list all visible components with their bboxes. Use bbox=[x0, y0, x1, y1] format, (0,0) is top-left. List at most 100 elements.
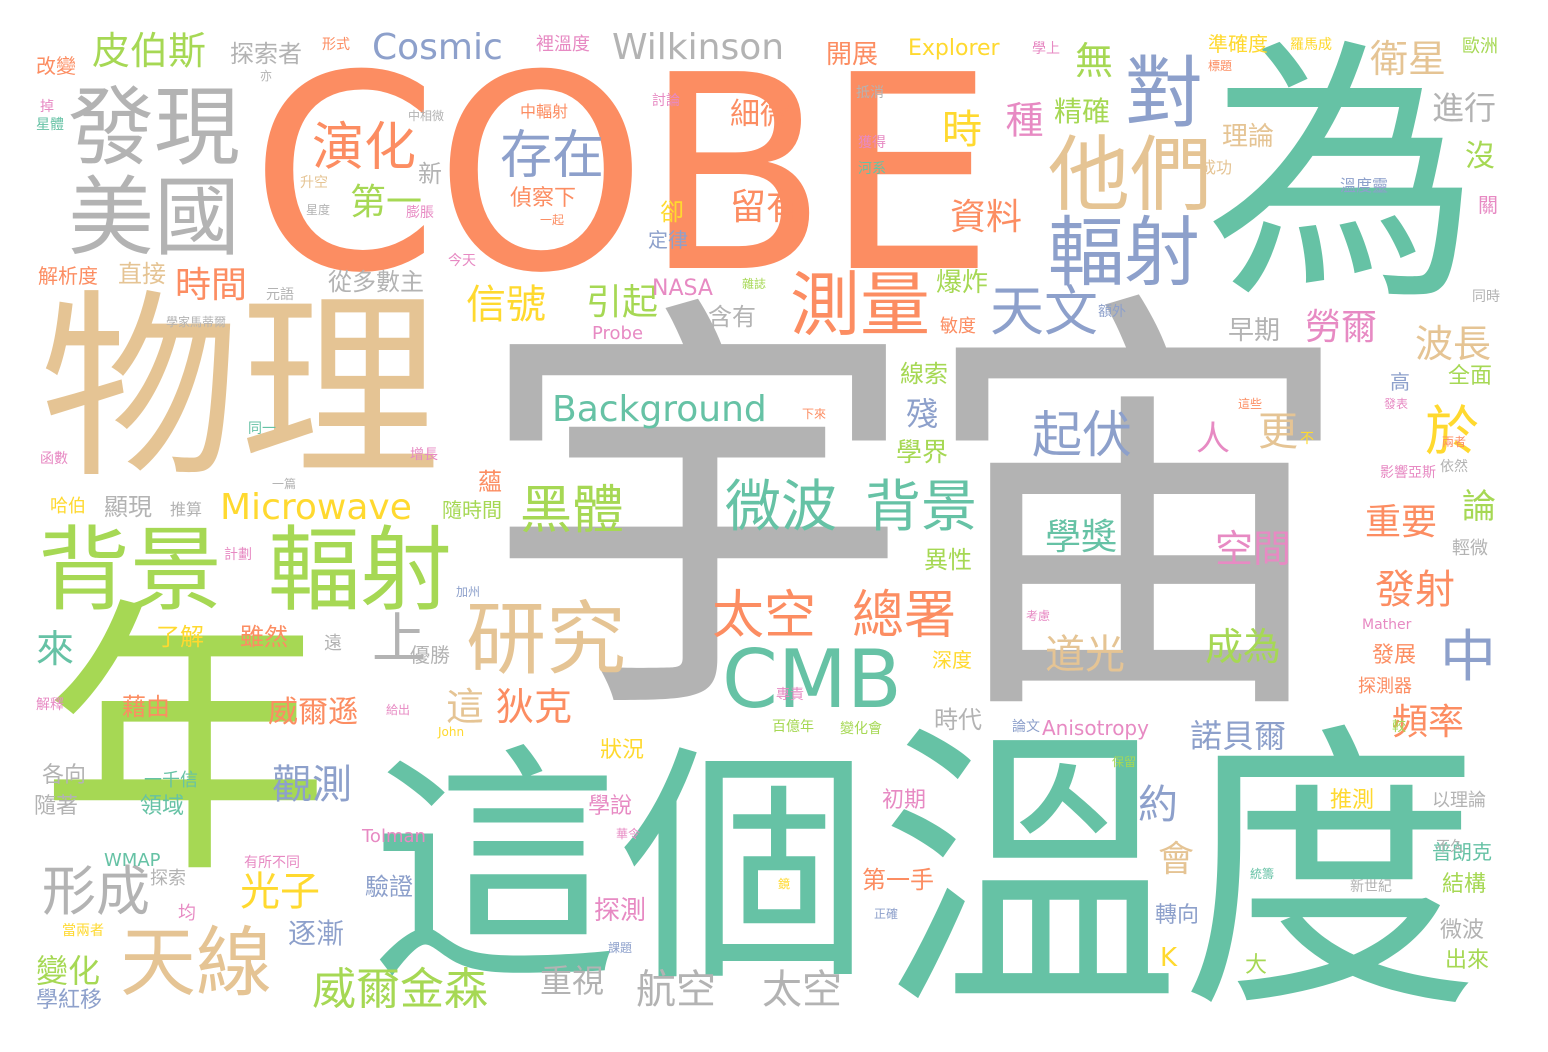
word-cloud-word: 隨時間 bbox=[442, 498, 502, 522]
word-cloud-word: 研究 bbox=[466, 593, 626, 686]
word-cloud-word: 這個 bbox=[370, 724, 870, 1015]
word-cloud-word: 羅馬成 bbox=[1290, 37, 1332, 53]
word-cloud-word: 以理論 bbox=[1432, 790, 1486, 811]
word-cloud-word: 影響亞斯 bbox=[1380, 465, 1436, 481]
word-cloud-word: 驗證 bbox=[365, 873, 413, 901]
word-cloud-word: 各向 bbox=[42, 763, 87, 788]
word-cloud-word: 會 bbox=[1158, 839, 1195, 880]
word-cloud-word: 線索 bbox=[900, 360, 948, 388]
word-cloud-word: 關 bbox=[1478, 193, 1498, 217]
word-cloud-word: 學獎 bbox=[1045, 517, 1118, 558]
word-cloud-word: 論 bbox=[1462, 487, 1496, 527]
word-cloud-word: 異性 bbox=[924, 546, 972, 574]
word-cloud-word: 掉 bbox=[40, 99, 54, 115]
word-cloud-word: 一起 bbox=[540, 213, 565, 227]
word-cloud-word: 變化 bbox=[36, 952, 101, 990]
word-cloud-word: 高 bbox=[1390, 370, 1410, 394]
word-cloud-word: 領域 bbox=[140, 794, 185, 819]
word-cloud-word: 狀況 bbox=[600, 738, 645, 763]
word-cloud-word: 增長 bbox=[410, 447, 438, 463]
word-cloud-word: 時代 bbox=[934, 706, 982, 734]
word-cloud-word: 皮伯斯 bbox=[92, 29, 207, 73]
word-cloud-word: 太空 bbox=[712, 586, 817, 646]
word-cloud-word: 為 bbox=[1205, 17, 1480, 337]
word-cloud-word: 勞爾 bbox=[1305, 307, 1378, 348]
word-cloud-word: 空間 bbox=[1215, 527, 1292, 571]
word-cloud-word: John bbox=[438, 725, 465, 739]
word-cloud-word: 學家馬蒂爾 bbox=[166, 315, 227, 329]
word-cloud-word: 新 bbox=[418, 160, 442, 188]
word-cloud-word: Explorer bbox=[908, 36, 1000, 61]
word-cloud-word: 雖然 bbox=[240, 623, 288, 651]
word-cloud-word: 較 bbox=[1392, 719, 1406, 735]
word-cloud-word: 輻射 bbox=[1048, 208, 1200, 297]
word-cloud-word: 形成 bbox=[42, 860, 150, 923]
word-cloud-word: 光子 bbox=[240, 869, 320, 915]
word-cloud-word: 裡溫度 bbox=[536, 34, 590, 55]
word-cloud-word: 專責 bbox=[776, 687, 804, 703]
word-cloud-word: 給出 bbox=[386, 703, 411, 717]
word-cloud-word: Mather bbox=[1362, 617, 1412, 633]
word-cloud-word: 統籌 bbox=[1250, 867, 1275, 881]
word-cloud-word: 推測 bbox=[1330, 788, 1375, 813]
word-cloud-word: 演化 bbox=[312, 118, 417, 178]
word-cloud-word: 討論 bbox=[652, 93, 680, 109]
word-cloud-word: 輕微 bbox=[1452, 538, 1488, 559]
word-cloud-word: 額外 bbox=[1098, 304, 1126, 320]
word-cloud-word: 溫度 bbox=[880, 700, 1480, 1049]
word-cloud-word: 初期 bbox=[882, 788, 927, 813]
word-cloud-word: 同時 bbox=[1472, 289, 1500, 305]
word-cloud-word: 普朗克 bbox=[1432, 840, 1492, 864]
word-cloud-word: 了解 bbox=[156, 623, 204, 651]
word-cloud-word: 鏡 bbox=[778, 877, 791, 891]
word-cloud-word: 加州 bbox=[456, 585, 481, 599]
word-cloud-word: 從多數主 bbox=[328, 268, 424, 296]
word-cloud-word: 形式 bbox=[322, 37, 350, 53]
word-cloud-word: 中 bbox=[1440, 625, 1496, 690]
word-cloud-word: 哈伯 bbox=[50, 496, 86, 517]
word-cloud-word: 成功 bbox=[1200, 158, 1233, 177]
word-cloud-word: 理論 bbox=[1222, 122, 1275, 152]
word-cloud-word: 論文 bbox=[1012, 719, 1040, 735]
word-cloud-word: 學紅移 bbox=[36, 988, 103, 1013]
word-cloud-word: 全面 bbox=[1448, 364, 1493, 389]
word-cloud-word: 殘 bbox=[906, 395, 939, 433]
word-cloud-word: 正確 bbox=[874, 907, 899, 921]
word-cloud-word: 大 bbox=[1245, 953, 1268, 978]
word-cloud-word: 均 bbox=[178, 903, 196, 924]
word-cloud-word: 遠 bbox=[324, 633, 342, 654]
word-cloud-word: Probe bbox=[592, 323, 644, 344]
word-cloud-word: 爆炸 bbox=[936, 268, 989, 298]
word-cloud-word: 探索者 bbox=[230, 40, 302, 68]
word-cloud-word: 總署 bbox=[852, 586, 957, 646]
word-cloud-word: 引起 bbox=[586, 282, 659, 323]
word-cloud-word: 諾貝爾 bbox=[1190, 717, 1287, 755]
word-cloud-word: 雜誌 bbox=[742, 277, 767, 291]
word-cloud-word: 中輻射 bbox=[520, 102, 569, 121]
word-cloud-word: 早期 bbox=[1228, 316, 1281, 346]
word-cloud-word: 發射 bbox=[1375, 567, 1455, 613]
word-cloud-word: 物理 bbox=[40, 273, 441, 506]
word-cloud-word: 航空 bbox=[636, 967, 716, 1013]
word-cloud-word: Tolman bbox=[362, 826, 426, 847]
word-cloud-word: 卻 bbox=[660, 198, 684, 226]
word-cloud-word: 觀測 bbox=[272, 762, 352, 808]
word-cloud-word: 發表 bbox=[1384, 397, 1409, 411]
word-cloud-word: 一篇 bbox=[272, 477, 297, 491]
word-cloud-word: 新世紀 bbox=[1350, 879, 1392, 895]
word-cloud-word: 學上 bbox=[1032, 41, 1060, 57]
word-cloud-word: 偵察下 bbox=[510, 186, 577, 211]
word-cloud-word: 資料 bbox=[950, 197, 1023, 238]
word-cloud-word: 美國 bbox=[68, 168, 240, 268]
word-cloud-word: 當兩者 bbox=[62, 923, 104, 939]
word-cloud-word: 頻率 bbox=[1392, 702, 1465, 743]
word-cloud-word: 發展 bbox=[1372, 643, 1417, 668]
word-cloud-word: CMB bbox=[722, 633, 902, 726]
word-cloud-word: 保留 bbox=[1112, 755, 1137, 769]
word-cloud-word: 下來 bbox=[802, 407, 827, 421]
word-cloud-word: 留有 bbox=[730, 187, 803, 228]
word-cloud-word: 蘊 bbox=[478, 468, 502, 496]
word-cloud-word: 解析度 bbox=[38, 264, 98, 288]
word-cloud-word: 他們 bbox=[1048, 128, 1213, 223]
